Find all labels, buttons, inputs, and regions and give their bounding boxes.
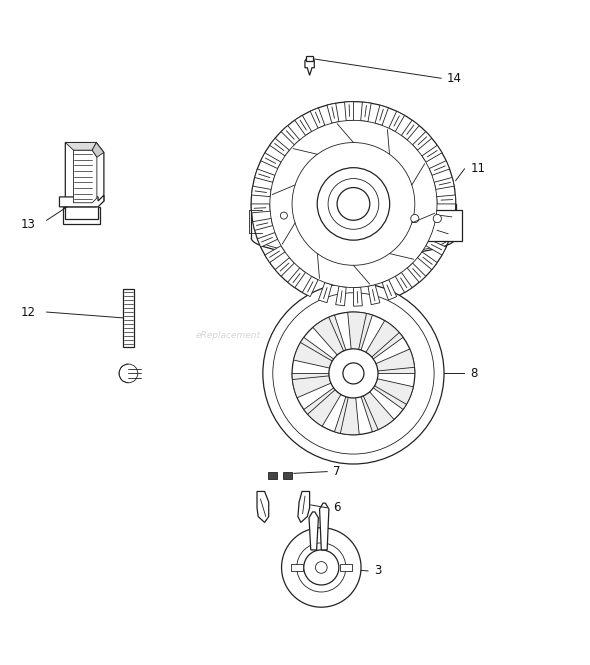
Polygon shape xyxy=(270,138,290,156)
Polygon shape xyxy=(320,503,329,550)
Polygon shape xyxy=(361,392,394,432)
Polygon shape xyxy=(60,195,104,207)
Polygon shape xyxy=(375,105,388,126)
Polygon shape xyxy=(412,132,432,150)
Polygon shape xyxy=(92,142,104,157)
Polygon shape xyxy=(353,287,362,306)
Polygon shape xyxy=(436,211,455,221)
Circle shape xyxy=(273,293,434,454)
Bar xyxy=(340,564,352,571)
Polygon shape xyxy=(418,252,437,270)
Circle shape xyxy=(343,363,364,384)
Circle shape xyxy=(316,562,327,573)
Circle shape xyxy=(337,188,370,220)
Circle shape xyxy=(281,528,361,607)
Polygon shape xyxy=(376,349,415,374)
Circle shape xyxy=(280,212,287,219)
Polygon shape xyxy=(255,169,275,182)
Polygon shape xyxy=(63,207,100,224)
Bar xyxy=(389,209,461,241)
Bar xyxy=(291,564,303,571)
Polygon shape xyxy=(429,161,450,176)
Polygon shape xyxy=(298,491,310,523)
Bar xyxy=(268,472,277,479)
Circle shape xyxy=(292,142,415,265)
Circle shape xyxy=(292,312,415,435)
Text: 6: 6 xyxy=(333,501,340,514)
Polygon shape xyxy=(335,397,359,435)
Text: 11: 11 xyxy=(470,162,486,176)
Polygon shape xyxy=(348,312,372,350)
Polygon shape xyxy=(292,374,331,398)
Polygon shape xyxy=(310,108,325,128)
Circle shape xyxy=(433,214,441,223)
Circle shape xyxy=(251,102,455,306)
Polygon shape xyxy=(261,153,281,169)
Text: eReplacement: eReplacement xyxy=(196,331,261,340)
Polygon shape xyxy=(366,321,403,359)
Polygon shape xyxy=(309,512,319,550)
Polygon shape xyxy=(336,286,346,306)
Circle shape xyxy=(328,179,379,229)
Polygon shape xyxy=(407,263,426,282)
Polygon shape xyxy=(265,245,285,263)
Bar xyxy=(283,472,292,479)
Polygon shape xyxy=(426,239,446,255)
Polygon shape xyxy=(65,142,96,150)
Polygon shape xyxy=(257,491,268,523)
Text: 13: 13 xyxy=(20,218,35,231)
Polygon shape xyxy=(437,195,455,204)
Circle shape xyxy=(304,550,339,585)
Polygon shape xyxy=(281,126,300,145)
Text: 14: 14 xyxy=(447,72,462,84)
Polygon shape xyxy=(275,257,294,276)
Bar xyxy=(123,289,134,347)
Circle shape xyxy=(329,349,378,398)
Polygon shape xyxy=(327,103,339,123)
Circle shape xyxy=(270,120,437,287)
Polygon shape xyxy=(294,337,333,368)
Polygon shape xyxy=(313,315,346,355)
Polygon shape xyxy=(422,145,442,162)
Polygon shape xyxy=(251,204,270,213)
Polygon shape xyxy=(65,142,104,207)
Polygon shape xyxy=(389,111,405,132)
Polygon shape xyxy=(360,102,371,122)
Bar xyxy=(306,56,313,61)
Polygon shape xyxy=(257,233,278,247)
Text: 12: 12 xyxy=(20,305,35,319)
Polygon shape xyxy=(434,178,454,190)
Polygon shape xyxy=(305,58,314,75)
Polygon shape xyxy=(368,285,380,305)
Text: 8: 8 xyxy=(470,367,478,380)
Polygon shape xyxy=(304,388,341,426)
Polygon shape xyxy=(302,276,318,297)
Polygon shape xyxy=(319,283,332,303)
Polygon shape xyxy=(253,218,273,230)
Polygon shape xyxy=(382,280,396,300)
Polygon shape xyxy=(395,273,412,293)
Circle shape xyxy=(263,283,444,464)
Text: 3: 3 xyxy=(374,565,381,577)
Circle shape xyxy=(119,364,138,383)
Polygon shape xyxy=(288,268,306,288)
Polygon shape xyxy=(295,115,312,136)
Circle shape xyxy=(297,543,346,592)
Polygon shape xyxy=(432,225,453,239)
Polygon shape xyxy=(345,102,353,120)
Polygon shape xyxy=(251,186,271,197)
Circle shape xyxy=(317,168,389,240)
Circle shape xyxy=(411,214,419,223)
Text: 7: 7 xyxy=(333,465,340,478)
Polygon shape xyxy=(373,379,414,410)
Polygon shape xyxy=(401,120,419,140)
Polygon shape xyxy=(74,150,97,203)
